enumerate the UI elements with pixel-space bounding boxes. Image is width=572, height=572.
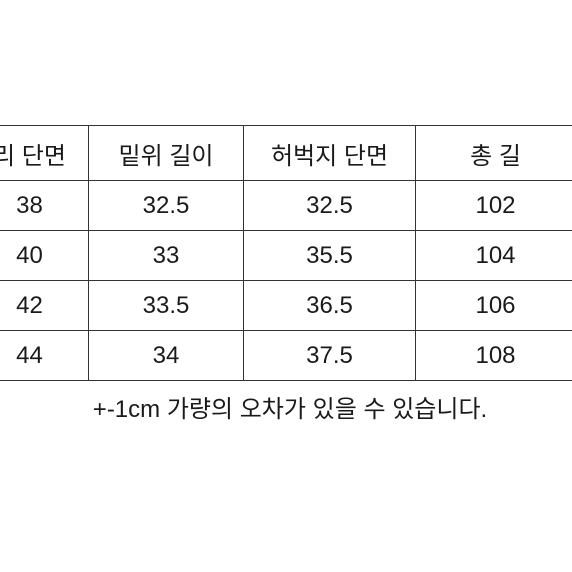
table-row: 44 34 37.5 108	[0, 331, 572, 381]
table-cell: 36.5	[244, 281, 416, 331]
table-cell: 35.5	[244, 231, 416, 281]
table-cell: 104	[416, 231, 572, 281]
footnote-text: +-1cm 가량의 오차가 있을 수 있습니다.	[0, 389, 572, 424]
table-cell: 44	[0, 331, 89, 381]
table-cell: 33.5	[89, 281, 244, 331]
size-table: 리 단면 밑위 길이 허벅지 단면 총 길 38 32.5 32.5 102 4…	[0, 125, 572, 381]
table-cell: 108	[416, 331, 572, 381]
table-cell: 42	[0, 281, 89, 331]
table-cell: 40	[0, 231, 89, 281]
table-row: 42 33.5 36.5 106	[0, 281, 572, 331]
table-row: 38 32.5 32.5 102	[0, 181, 572, 231]
column-header: 밑위 길이	[89, 126, 244, 181]
table-cell: 102	[416, 181, 572, 231]
column-header: 허벅지 단면	[244, 126, 416, 181]
column-header: 리 단면	[0, 126, 89, 181]
table-cell: 33	[89, 231, 244, 281]
size-table-wrapper: 리 단면 밑위 길이 허벅지 단면 총 길 38 32.5 32.5 102 4…	[0, 125, 572, 424]
table-row: 40 33 35.5 104	[0, 231, 572, 281]
table-cell: 106	[416, 281, 572, 331]
table-cell: 37.5	[244, 331, 416, 381]
table-cell: 34	[89, 331, 244, 381]
column-header: 총 길	[416, 126, 572, 181]
table-cell: 32.5	[89, 181, 244, 231]
table-cell: 38	[0, 181, 89, 231]
table-cell: 32.5	[244, 181, 416, 231]
table-header-row: 리 단면 밑위 길이 허벅지 단면 총 길	[0, 126, 572, 181]
